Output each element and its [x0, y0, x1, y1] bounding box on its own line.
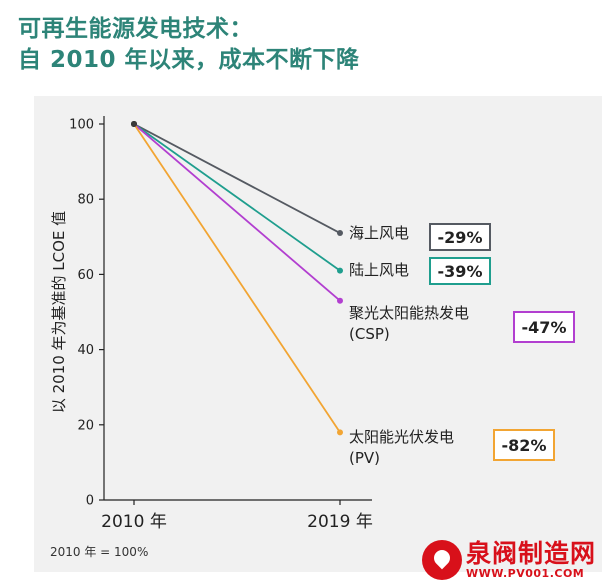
series-point-0-1 [337, 230, 343, 237]
watermark-name: 泉阀制造网 [465, 539, 596, 568]
series-label-line2-2: (CSP) [349, 325, 390, 343]
change-badge-box-1 [429, 257, 491, 285]
series-point-3-1 [337, 429, 343, 436]
change-badge-box-0 [429, 223, 491, 251]
y-tick-label-2: 40 [77, 343, 94, 358]
change-badge-0: -29% [438, 228, 483, 247]
x-tick-label-0: 2010 年 [101, 512, 167, 532]
y-axis-label: 以 2010 年为基准的 LCOE 值 [50, 211, 68, 413]
location-pin-icon [421, 540, 462, 580]
series-label-1: 陆上风电 [349, 261, 409, 279]
y-tick-label-0: 0 [86, 494, 94, 509]
chart-title-line1: 可再生能源发电技术： [18, 16, 253, 42]
change-badge-1: -39% [438, 262, 483, 281]
series-label-2: 聚光太阳能热发电 [349, 304, 469, 322]
change-badge-3: -82% [502, 436, 547, 455]
change-badge-box-3 [493, 429, 555, 461]
series-point-2-1 [337, 297, 343, 304]
chart-panel [34, 96, 602, 572]
series-label-0: 海上风电 [349, 224, 409, 242]
watermark-url: WWW.PV001.COM [465, 567, 585, 580]
title-block: 可再生能源发电技术： 自 2010 年以来，成本不断下降 [18, 14, 360, 76]
series-point-3-0 [131, 121, 137, 127]
series-line-3 [133, 123, 341, 434]
y-tick-label-5: 100 [69, 118, 94, 133]
y-tick-label-1: 20 [77, 418, 94, 433]
series-label-3: 太阳能光伏发电 [349, 428, 454, 446]
x-tick-label-1: 2019 年 [307, 512, 373, 532]
series-point-1-1 [337, 267, 343, 274]
y-tick-label-3: 60 [77, 268, 94, 283]
y-tick-label-4: 80 [77, 193, 94, 208]
series-line-2 [133, 123, 341, 302]
chart-title-line2: 自 2010 年以来，成本不断下降 [18, 47, 360, 73]
series-line-0 [133, 123, 341, 234]
series-label-line2-3: (PV) [349, 449, 380, 467]
watermark-logo: 泉阀制造网 WWW.PV001.COM [421, 539, 596, 580]
change-badge-2: -47% [522, 318, 567, 337]
series-line-1 [133, 123, 341, 272]
footnote: 2010 年 = 100% [50, 545, 148, 559]
change-badge-box-2 [513, 311, 575, 343]
